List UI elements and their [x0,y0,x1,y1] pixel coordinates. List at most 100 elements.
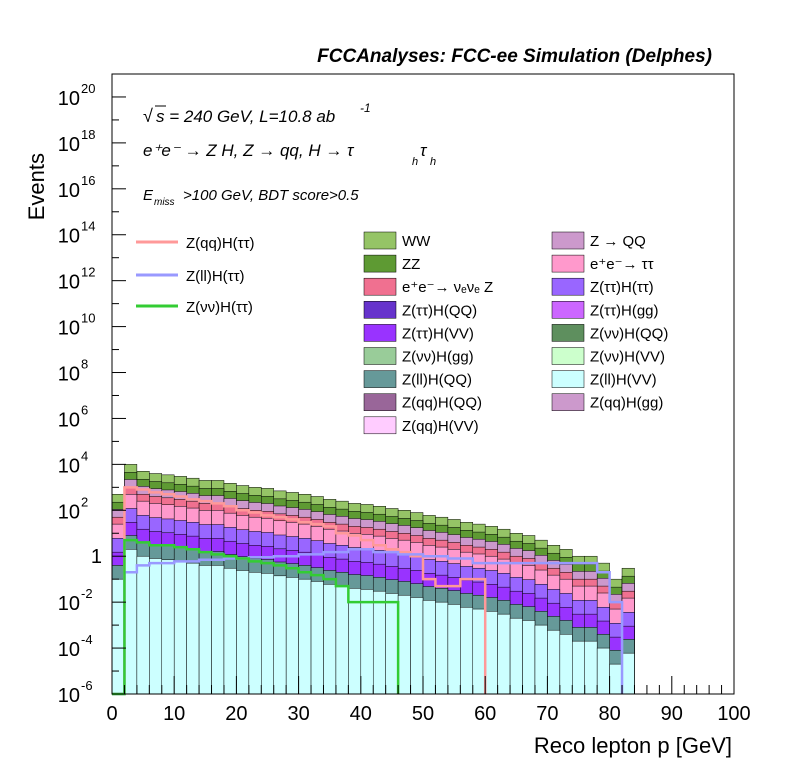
legend-label: Z(qq)H(gg) [590,395,663,412]
stack-bar [335,585,349,695]
stack-bar [472,608,486,695]
y-tick-base: 10 [58,318,80,340]
legend-swatch [363,347,397,365]
x-tick-label: 20 [225,703,247,725]
y-tick-label: 1 [91,546,102,568]
x-tick-label: 0 [106,703,117,725]
lumi-exponent: -1 [360,101,371,115]
legend-entry-signal: Z(ll)H(ττ) [136,268,245,285]
legend-entry-background: Z → QQ [551,231,646,250]
legend-swatch [363,277,397,296]
header-title: FCCAnalyses: FCC-ee Simulation (Delphes) [317,46,712,67]
legend-swatch [363,254,397,273]
legend-swatch [551,254,585,273]
stack-bar [559,633,573,695]
stack-bar [447,604,461,695]
y-tick-base: 10 [58,409,80,431]
stack-bar [348,588,362,695]
process-text: e⁺e⁻ → Z H, Z → qq, H → τ [143,141,355,160]
legend-swatch [551,347,585,365]
stack-bar [248,572,262,695]
y-tick-label: 10 12 [58,265,96,294]
process-subscript-2: h [430,156,436,168]
stack-bar [161,559,175,695]
legend-entry-background: e⁺e⁻→ νₑνₑ Z [363,277,493,296]
y-tick-base: 10 [58,272,80,294]
signal-lines [112,486,624,696]
stack-bar [136,555,150,695]
y-tick-exponent: 2 [81,494,88,509]
stack-bar [298,578,312,695]
stack-bar [236,570,250,695]
stack-bar [460,606,474,695]
stack-bar [198,565,212,695]
y-tick-base: 10 [58,88,80,110]
y-tick-base: 10 [58,685,80,707]
legend-entry-background: Z(νν)H(QQ) [551,324,668,342]
cut-subscript: miss [154,197,175,208]
cut-text: >100 GeV, BDT score>0.5 [183,187,359,204]
stack-bar [261,573,274,695]
legend-label: Z(ττ)H(QQ) [402,302,477,319]
y-tick-label: 10 14 [58,219,96,248]
legend-entry-background: Z(qq)H(gg) [551,393,663,412]
legend-entry-background: Z(qq)H(VV) [363,416,479,435]
legend-entry-background: Z(νν)H(VV) [551,347,665,366]
legend-entry-background: Z(ll)H(QQ) [363,370,472,389]
legend-swatch [363,370,397,388]
y-tick-exponent: 16 [81,173,95,188]
stack-bar [310,581,324,695]
legend-label: Z(ll)H(QQ) [402,372,472,389]
stack-bar [397,594,411,695]
legend-label: Z(νν)H(gg) [402,349,474,366]
stack-bar [484,611,498,695]
legend-label: e⁺e⁻→ νₑνₑ Z [402,279,493,296]
y-tick-base: 10 [58,455,80,477]
stack-bar [124,549,138,695]
legend-entry-background: ZZ [363,254,420,273]
legend-label: Z(ττ)H(ττ) [590,279,654,296]
x-tick-label: 30 [287,703,309,725]
stack-bar [173,561,187,695]
y-tick-label: 10 20 [58,81,96,110]
legend-entry-background: Z(ττ)H(ττ) [551,277,654,296]
legend-swatch [363,416,397,435]
stack-bar [111,578,125,695]
signal-line-1 [112,486,487,696]
stack-bar [435,601,449,695]
stack-bar [273,575,287,695]
legend: Z(qq)H(ττ) Z(ll)H(ττ) Z(νν)H(ττ) WW Z → QQ ZZ… [136,231,668,435]
y-tick-exponent: 18 [81,127,95,142]
legend-label: Z(ll)H(VV) [590,372,657,389]
y-tick-exponent: -6 [81,678,93,693]
y-tick-label: 10 2 [58,494,88,523]
cut-e: E [143,187,154,204]
legend-swatch [551,324,585,342]
legend-label: Z → QQ [590,233,646,250]
y-tick-exponent: -2 [81,586,93,601]
y-tick-base: 10 [58,226,80,248]
legend-entry-background: e⁺e⁻→ ττ [551,254,654,273]
x-tick-label: 60 [474,703,496,725]
legend-label: Z(ll)H(ττ) [186,268,245,285]
legend-label: ZZ [402,256,420,273]
y-tick-exponent: 14 [81,219,95,234]
legend-swatch [551,231,585,250]
stack-bar [223,567,237,695]
process-subscript-1: h [412,156,418,168]
y-tick-base: 10 [58,501,80,523]
legend-entry-background: Z(ττ)H(gg) [551,301,659,319]
y-tick-exponent: 10 [81,311,95,326]
legend-label: WW [402,233,431,250]
stack-bar [497,613,511,695]
stack-bar [186,562,200,695]
legend-label: e⁺e⁻→ ττ [590,256,654,273]
legend-label: Z(νν)H(ττ) [186,299,253,316]
legend-swatch [363,393,397,411]
process-tau-2: τ [420,141,428,160]
x-tick-label: 10 [163,703,185,725]
legend-label: Z(ττ)H(VV) [402,325,474,342]
x-tick-label: 80 [598,703,620,725]
